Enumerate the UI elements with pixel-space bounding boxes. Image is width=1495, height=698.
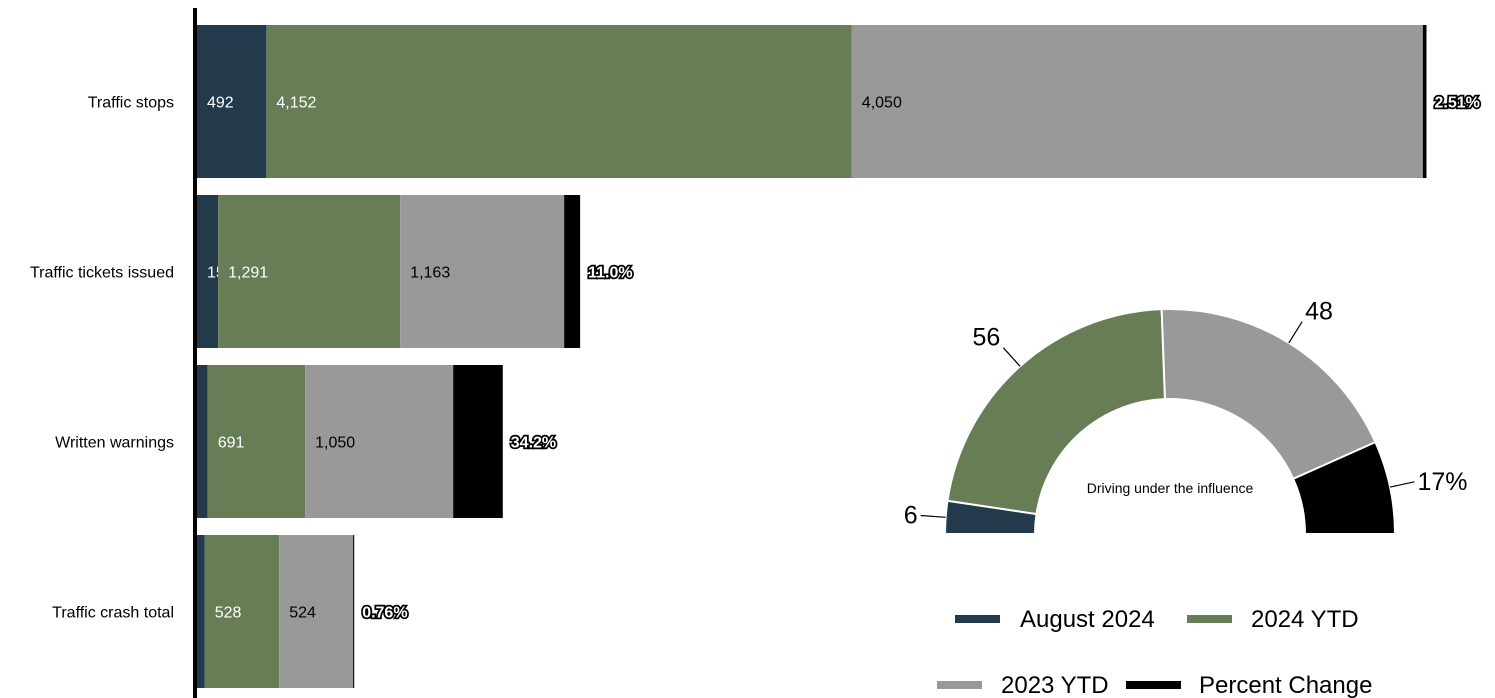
data-label-2024-ytd-traffic-tickets-issued: 1,291: [228, 265, 268, 282]
bar-percent-change-traffic-crash-total[interactable]: [353, 535, 355, 688]
data-label-2023-ytd-traffic-stops: 4,050: [862, 95, 902, 112]
legend-label-2024-ytd: 2024 YTD: [1251, 606, 1359, 633]
gauge-label-2023-ytd: 48: [1305, 298, 1333, 326]
bar-2023-ytd-traffic-crash-total[interactable]: [279, 535, 354, 688]
data-label-2023-ytd-traffic-tickets-issued: 1,163: [410, 265, 450, 282]
legend-swatch-2023-ytd: [937, 681, 982, 689]
data-label-percent-change-traffic-stops: 2.51%: [1434, 95, 1479, 112]
gauge-label-2024-ytd: 56: [973, 324, 1001, 352]
bar-2024-ytd-traffic-tickets-issued[interactable]: [218, 195, 401, 348]
gauge-label-percent-change: 17%: [1417, 468, 1467, 496]
data-label-2024-ytd-traffic-crash-total: 528: [215, 605, 242, 622]
bar-august-2024-traffic-stops[interactable]: [197, 25, 267, 178]
chart-legend: August 2024 2024 YTD 2023 YTD Percent Ch…: [937, 606, 1372, 698]
gauge-leader-percent-change: [1389, 481, 1415, 488]
bar-august-2024-traffic-crash-total[interactable]: [197, 535, 205, 688]
bar-percent-change-traffic-stops[interactable]: [1422, 25, 1427, 178]
bar-august-2024-written-warnings[interactable]: [197, 365, 208, 518]
gauge-leader-2023-ytd: [1288, 321, 1303, 344]
bar-percent-change-traffic-tickets-issued[interactable]: [564, 195, 581, 348]
gauge-slice-2023-ytd[interactable]: [1160, 308, 1377, 481]
bar-2024-ytd-written-warnings[interactable]: [207, 365, 306, 518]
legend-swatch-2024-ytd: [1187, 615, 1232, 623]
legend-label-2023-ytd: 2023 YTD: [1001, 672, 1109, 698]
legend-item-august-2024[interactable]: August 2024: [955, 606, 1155, 633]
data-label-2023-ytd-written-warnings: 1,050: [315, 435, 355, 452]
dui-gauge-chart: 6 56 48 17% Driving under the influence: [904, 298, 1468, 535]
bar-2023-ytd-written-warnings[interactable]: [305, 365, 454, 518]
category-label-traffic-tickets-issued: Traffic tickets issued: [30, 265, 174, 282]
gauge-slice-2024-ytd[interactable]: [946, 308, 1167, 516]
legend-label-august-2024: August 2024: [1020, 606, 1155, 633]
bar-august-2024-traffic-tickets-issued[interactable]: [197, 195, 219, 348]
gauge-leader-2024-ytd: [1002, 347, 1021, 367]
gauge-slice-percent-change[interactable]: [1291, 440, 1397, 535]
bar-2023-ytd-traffic-stops[interactable]: [851, 25, 1423, 178]
category-label-traffic-crash-total: Traffic crash total: [52, 605, 174, 622]
legend-label-percent-change: Percent Change: [1199, 672, 1372, 698]
legend-swatch-percent-change: [1126, 681, 1181, 689]
bar-2024-ytd-traffic-crash-total[interactable]: [204, 535, 280, 688]
data-label-percent-change-traffic-tickets-issued: 11.0%: [588, 265, 632, 282]
legend-item-2024-ytd[interactable]: 2024 YTD: [1187, 606, 1359, 633]
bar-2024-ytd-traffic-stops[interactable]: [266, 25, 852, 178]
category-label-traffic-stops: Traffic stops: [88, 95, 174, 112]
bar-2023-ytd-traffic-tickets-issued[interactable]: [400, 195, 565, 348]
gauge-label-august-2024: 6: [904, 501, 918, 529]
data-label-percent-change-traffic-crash-total: 0.76%: [362, 605, 407, 622]
data-label-percent-change-written-warnings: 34.2%: [511, 435, 556, 452]
legend-swatch-august-2024: [955, 615, 1000, 623]
category-label-written-warnings: Written warnings: [55, 435, 174, 452]
data-label-2024-ytd-written-warnings: 691: [218, 435, 245, 452]
bar-percent-change-written-warnings[interactable]: [453, 365, 503, 518]
data-label-august-2024-traffic-stops: 492: [207, 95, 234, 112]
legend-item-percent-change[interactable]: Percent Change: [1126, 672, 1372, 698]
gauge-title: Driving under the influence: [1087, 480, 1254, 496]
stacked-bar-chart: Traffic stops 492 4,152 4,050 2.51% Traffic t…: [30, 8, 1482, 698]
data-label-2024-ytd-traffic-stops: 4,152: [276, 95, 316, 112]
data-label-2023-ytd-traffic-crash-total: 524: [289, 605, 316, 622]
legend-item-2023-ytd[interactable]: 2023 YTD: [937, 672, 1109, 698]
gauge-leader-august-2024: [920, 514, 946, 518]
